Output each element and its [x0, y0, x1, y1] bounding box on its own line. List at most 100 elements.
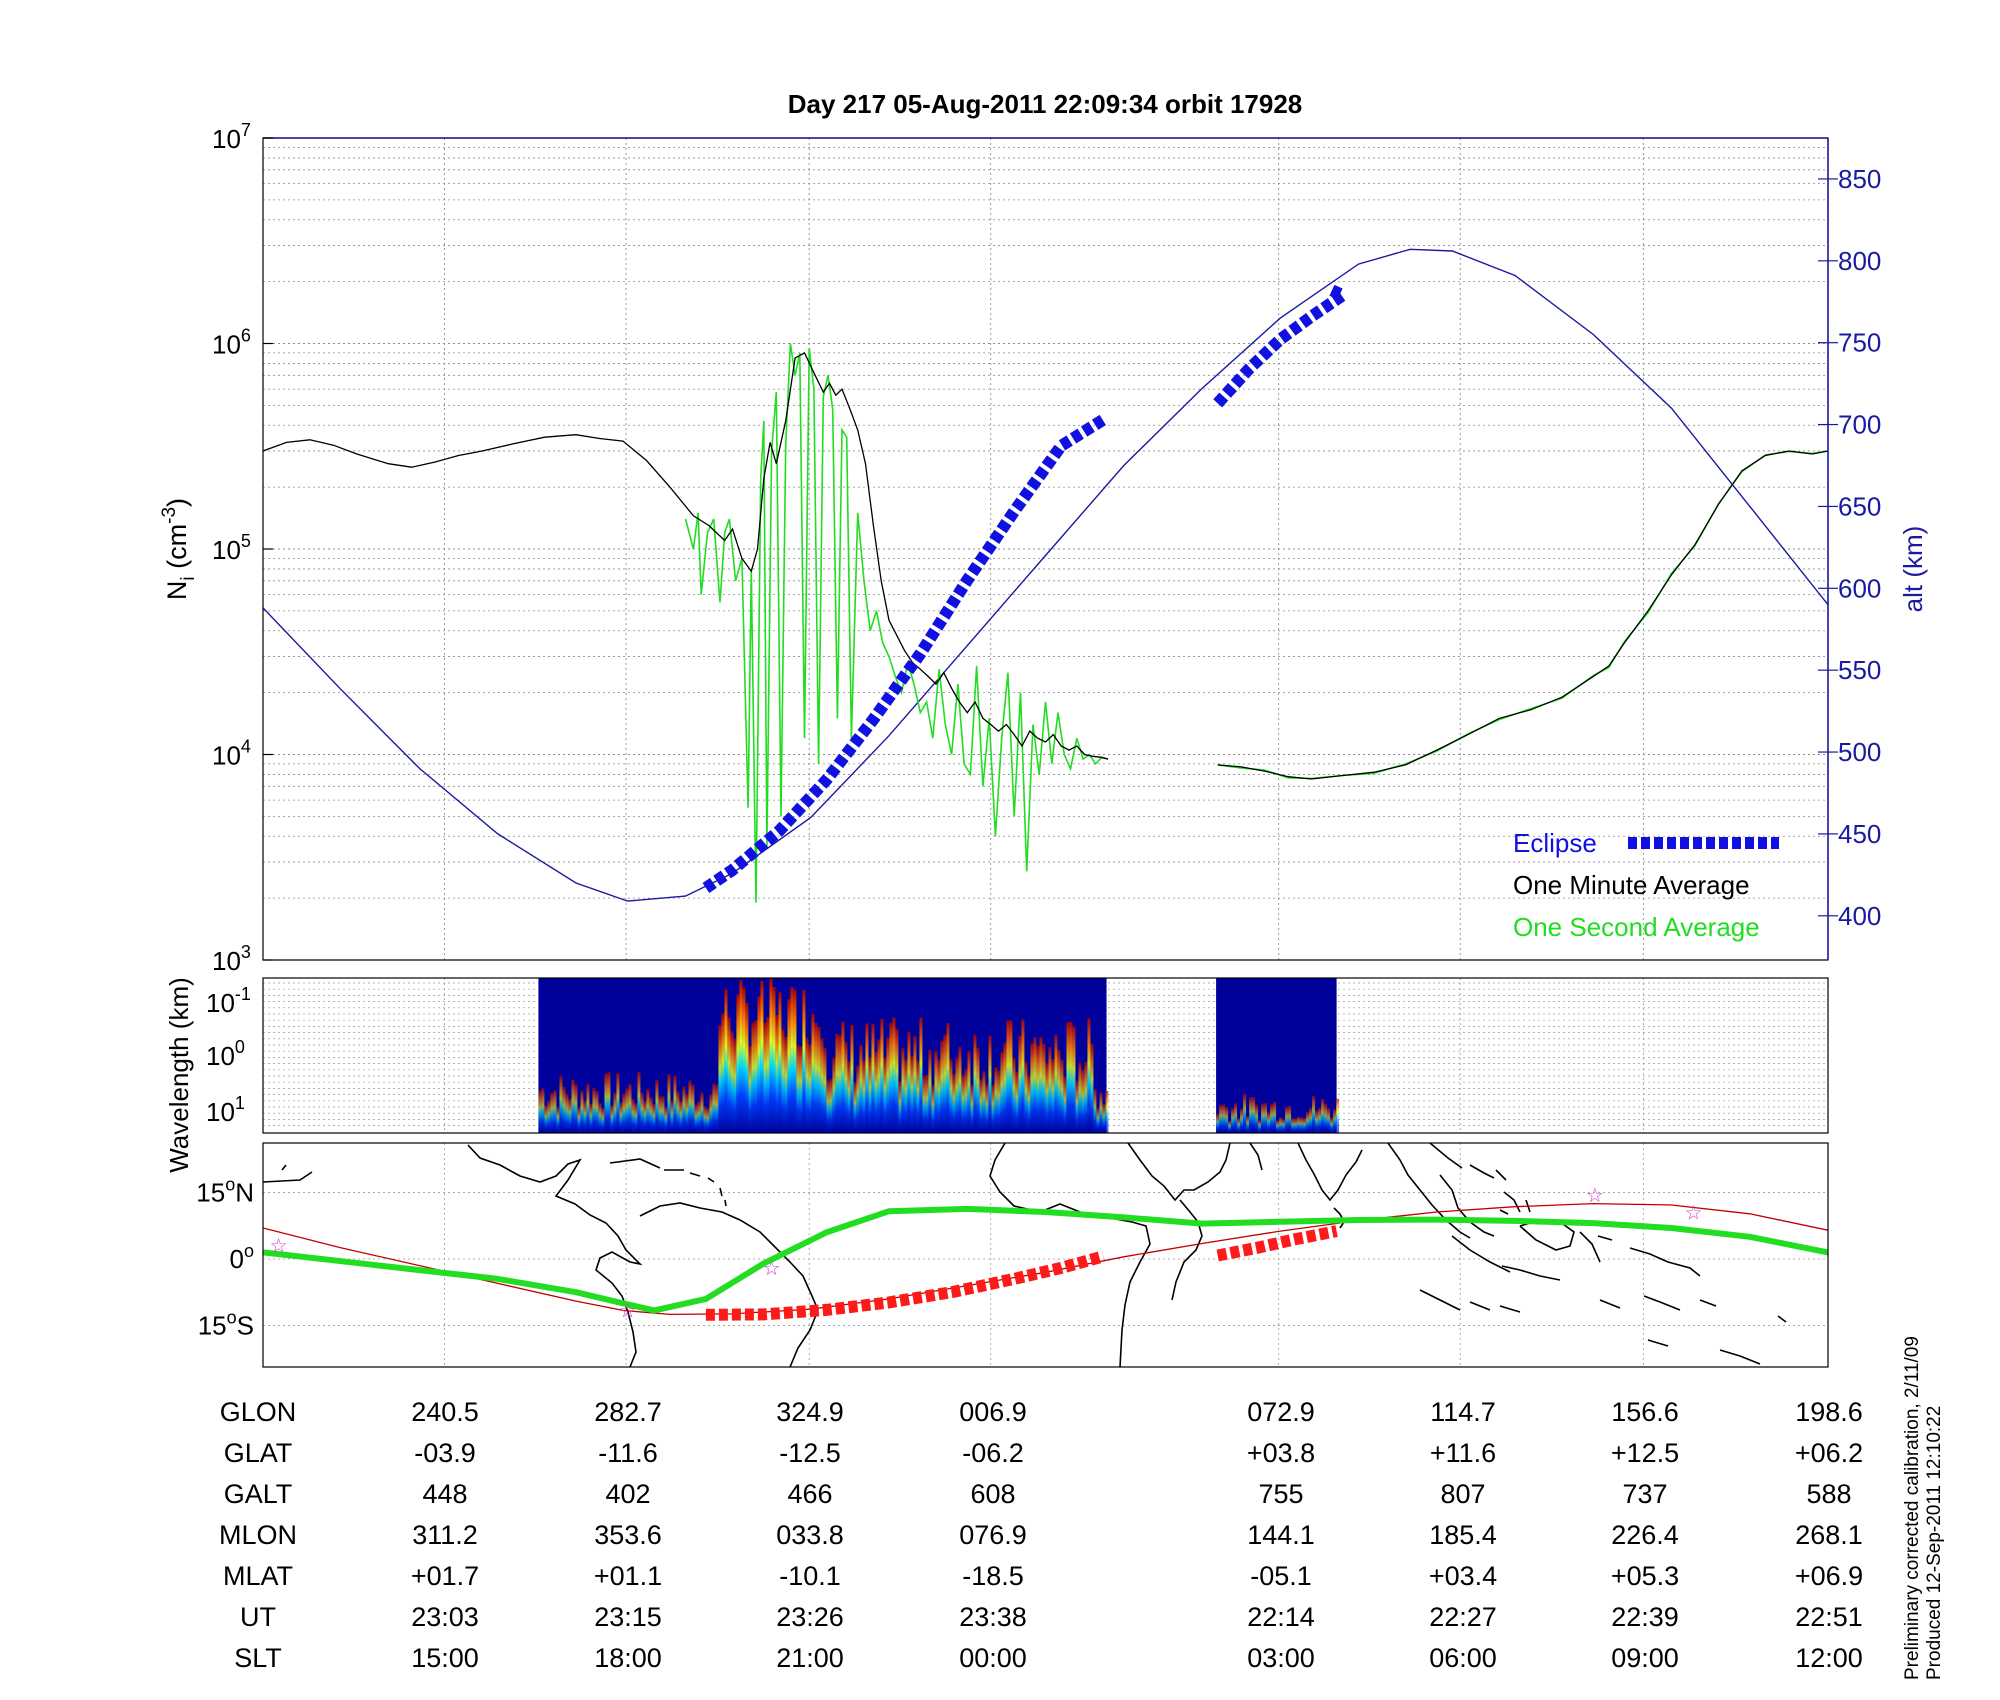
table-cell: -06.2 [962, 1438, 1024, 1468]
spectrogram-column [574, 1084, 578, 1133]
table-cell: -03.9 [414, 1438, 476, 1468]
spectrogram-column [703, 1106, 707, 1133]
spectrogram-column [1336, 1098, 1340, 1133]
spectrogram-column [1093, 1088, 1097, 1133]
table-cell: 21:00 [776, 1643, 844, 1673]
spectrogram-column [544, 1105, 548, 1133]
spectrogram-column [652, 1103, 656, 1133]
spectrogram-column [844, 1041, 848, 1133]
table-cell: +03.4 [1429, 1561, 1497, 1591]
table-cell: 06:00 [1429, 1643, 1497, 1673]
spectrogram-column [1015, 1071, 1019, 1133]
spectrogram-column [688, 1080, 692, 1133]
spectrogram-column [661, 1096, 665, 1133]
spectrogram-column [616, 1072, 620, 1133]
table-cell: -12.5 [779, 1438, 841, 1468]
table-cell: 185.4 [1429, 1520, 1497, 1550]
table-cell: 282.7 [594, 1397, 662, 1427]
table-cell: +12.5 [1611, 1438, 1679, 1468]
spectrogram-column [997, 1070, 1001, 1133]
spectrogram-column [1237, 1118, 1241, 1133]
table-cell: 268.1 [1795, 1520, 1863, 1550]
calibration-note: Preliminary corrected calibration, 2/11/… [1902, 1336, 1923, 1680]
spectrogram-column [841, 1021, 845, 1133]
spectrogram-column [925, 1074, 929, 1133]
spectrogram-column [907, 1031, 911, 1133]
eclipse-line [702, 414, 1107, 893]
spectrogram-column [565, 1093, 569, 1133]
spectrogram-column [1012, 1057, 1016, 1133]
map-tick-labels: 15oN 0o 15oS [196, 1175, 254, 1341]
spectrogram-column [1300, 1117, 1304, 1133]
table-cell: +03.8 [1247, 1438, 1315, 1468]
produced-note: Produced 12-Sep-2011 12:10:22 [1924, 1406, 1945, 1680]
table-cell: 23:15 [594, 1602, 662, 1632]
table-cell: 448 [422, 1479, 467, 1509]
table-cell: -05.1 [1250, 1561, 1312, 1591]
spectrogram-column [775, 1015, 779, 1133]
y-right-tick-label: 850 [1838, 164, 1881, 194]
table-cell: 23:03 [411, 1602, 479, 1632]
spectrogram-column [1009, 1020, 1013, 1133]
spectrogram-column [868, 1057, 872, 1133]
table-cell: 23:26 [776, 1602, 844, 1632]
one-minute-line [1217, 450, 1828, 780]
spectrogram-column [1060, 1059, 1064, 1133]
spectrogram-column [1066, 1022, 1070, 1133]
spectrogram-column [781, 1029, 785, 1133]
ephemeris-table: GLON GLAT GALT MLON MLAT UT SLT 240.5 -03.9 448 31… [219, 1397, 1863, 1673]
spectrogram-column [970, 1084, 974, 1133]
spectrogram-column [826, 1080, 830, 1133]
table-cell: +05.3 [1611, 1561, 1679, 1591]
y-left-tick-label: 103 [212, 942, 251, 976]
coastlines [263, 1143, 1787, 1367]
spectrogram-column [1216, 1113, 1220, 1133]
eclipse-line [1213, 284, 1356, 408]
one-minute-line [263, 352, 1109, 760]
spectrogram-frame [262, 977, 1829, 1134]
table-cell: 608 [970, 1479, 1015, 1509]
spectrogram-column [769, 978, 773, 1133]
spectrogram-column [1003, 1042, 1007, 1133]
spectrogram-column [856, 1065, 860, 1133]
table-cell: 00:00 [959, 1643, 1027, 1673]
spectrogram-column [655, 1079, 659, 1133]
legend-one-minute-label: One Minute Average [1513, 870, 1750, 900]
spectrogram-column [1291, 1118, 1295, 1133]
spectrogram-column [1327, 1107, 1331, 1133]
y-right-tick-label: 450 [1838, 819, 1881, 849]
spectrogram-column [643, 1100, 647, 1133]
spectrogram-column [580, 1090, 584, 1133]
spectrogram-column [1057, 1049, 1061, 1133]
spectrogram-ylabel: Wavelength (km) [164, 977, 194, 1173]
spectrogram-column [988, 1035, 992, 1133]
spectrogram-column [745, 1003, 749, 1133]
svg-text:Ni (cm-3): Ni (cm-3) [159, 498, 199, 600]
spectrogram-column [904, 1059, 908, 1133]
y-left-tick-label: 106 [212, 326, 251, 360]
table-cell: 072.9 [1247, 1397, 1315, 1427]
spectrogram-column [784, 1036, 788, 1133]
spectrogram-column [913, 1036, 917, 1133]
spectrogram-column [943, 1034, 947, 1133]
spectrogram-column [1231, 1107, 1235, 1133]
table-cell: 076.9 [959, 1520, 1027, 1550]
spectrogram-column [1276, 1120, 1280, 1133]
spectrogram-column [871, 1023, 875, 1133]
spectrogram-column [874, 1051, 878, 1133]
table-cell: +01.7 [411, 1561, 479, 1591]
spectrogram-column [592, 1088, 596, 1133]
table-cell: 114.7 [1430, 1397, 1496, 1427]
spectrogram-column [1255, 1104, 1259, 1133]
table-cell: -18.5 [962, 1561, 1024, 1591]
spectrogram-column [619, 1102, 623, 1133]
spectrogram-column [1330, 1117, 1334, 1133]
spectrogram-column [976, 1047, 980, 1133]
spectrogram-column [937, 1059, 941, 1133]
table-cell: 22:51 [1795, 1602, 1863, 1632]
spectrogram-column [1219, 1104, 1223, 1133]
star-marker: ☆ [1684, 1202, 1702, 1224]
spectrogram-column [850, 1025, 854, 1133]
spectrogram-column [1309, 1107, 1313, 1133]
